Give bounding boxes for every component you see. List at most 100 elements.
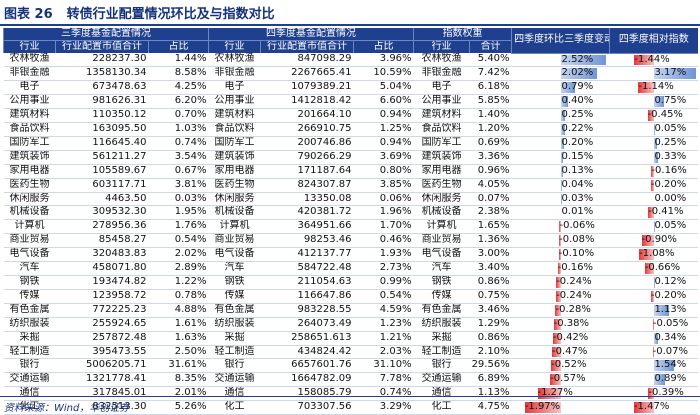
cell-q4-value: 171187.64 [261, 164, 354, 178]
cell-q4-industry: 公用事业 [209, 95, 261, 109]
cell-q4-share: 3.96% [354, 53, 414, 67]
cell-index-total: 4.05% [470, 178, 512, 192]
cell-q3-share: 4.88% [149, 303, 209, 317]
title-divider [0, 24, 700, 26]
cell-q4-value: 158085.79 [261, 387, 354, 401]
cell-q3-share: 0.54% [149, 234, 209, 248]
cell-q4-share: 6.60% [354, 95, 414, 109]
cell-q3-share: 1.95% [149, 206, 209, 220]
cell-q4-industry: 食品饮料 [209, 123, 261, 137]
cell-index-total: 3.40% [470, 262, 512, 276]
qoq-change-label: 0.04% [562, 179, 594, 192]
cell-q4-value: 1079389.21 [261, 81, 354, 95]
rel-index-label: -0.66% [645, 262, 680, 275]
cell-q4-share: 1.21% [354, 331, 414, 345]
rel-index-label: 1.13% [654, 304, 686, 317]
cell-q3-industry: 电气设备 [4, 248, 56, 262]
qoq-change-label: 0.15% [562, 151, 594, 164]
cell-q4-share: 3.69% [354, 150, 414, 164]
cell-index-industry: 纺织服装 [414, 317, 470, 331]
qoq-change-label: 0.13% [562, 165, 594, 178]
cell-index-industry: 家用电器 [414, 164, 470, 178]
cell-q4-share: 0.06% [354, 192, 414, 206]
cell-index-industry: 采掘 [414, 331, 470, 345]
cell-qoq-change: 0.13% [512, 164, 610, 178]
qoq-change-label: 0.03% [562, 193, 594, 206]
cell-q4-industry: 化工 [209, 401, 261, 415]
cell-q4-share: 1.93% [354, 248, 414, 262]
cell-q3-industry: 交通运输 [4, 373, 56, 387]
cell-q4-share: 1.96% [354, 206, 414, 220]
cell-qoq-change: 0.40% [512, 95, 610, 109]
cell-qoq-change: -1.27% [512, 387, 610, 401]
cell-q3-industry: 食品饮料 [4, 123, 56, 137]
cell-q3-value: 5006205.71 [56, 359, 149, 373]
cell-rel-index: 0.05% [610, 123, 698, 137]
cell-q3-value: 603117.71 [56, 178, 149, 192]
cell-q4-value: 200746.86 [261, 136, 354, 150]
header-q3-group: 三季度基金配置情况 [4, 28, 209, 41]
cell-q4-industry: 有色金属 [209, 303, 261, 317]
cell-q3-industry: 钢铁 [4, 275, 56, 289]
cell-q4-share: 0.74% [354, 387, 414, 401]
cell-index-industry: 公用事业 [414, 95, 470, 109]
cell-q3-industry: 采掘 [4, 331, 56, 345]
rel-index-label: 0.00% [654, 193, 686, 206]
cell-q4-industry: 国防军工 [209, 136, 261, 150]
cell-q4-industry: 医药生物 [209, 178, 261, 192]
cell-rel-index: 0.05% [610, 220, 698, 234]
cell-index-total: 3.36% [470, 150, 512, 164]
cell-rel-index: -1.44% [610, 53, 698, 67]
cell-rel-index: 0.75% [610, 95, 698, 109]
rel-index-label: -1.08% [639, 248, 674, 261]
cell-index-industry: 交通运输 [414, 373, 470, 387]
cell-rel-index: -0.41% [610, 206, 698, 220]
cell-q4-industry: 汽车 [209, 262, 261, 276]
cell-index-industry: 非银金融 [414, 67, 470, 81]
cell-index-total: 4.75% [470, 401, 512, 415]
cell-q3-value: 673478.63 [56, 81, 149, 95]
cell-index-industry: 化工 [414, 401, 470, 415]
cell-q4-industry: 建筑材料 [209, 109, 261, 123]
cell-q4-value: 258651.613 [261, 331, 354, 345]
rel-index-label: -0.05% [653, 318, 688, 331]
cell-qoq-change: -0.24% [512, 275, 610, 289]
cell-index-industry: 医药生物 [414, 178, 470, 192]
cell-qoq-change: -0.10% [512, 248, 610, 262]
cell-index-total: 1.65% [470, 220, 512, 234]
qoq-change-label: -0.24% [556, 276, 591, 289]
qoq-change-label: 2.02% [562, 67, 594, 80]
cell-index-total: 0.96% [470, 164, 512, 178]
cell-q4-value: 790266.29 [261, 150, 354, 164]
cell-q3-value: 85458.27 [56, 234, 149, 248]
rel-index-label: 0.12% [654, 276, 686, 289]
cell-q3-value: 1358130.34 [56, 67, 149, 81]
header-q4-industry: 行业 [209, 41, 261, 54]
cell-rel-index: 0.33% [610, 150, 698, 164]
cell-index-industry: 钢铁 [414, 275, 470, 289]
cell-index-total: 1.13% [470, 387, 512, 401]
cell-q3-share: 0.70% [149, 109, 209, 123]
cell-q4-value: 364951.66 [261, 220, 354, 234]
rel-index-label: -1.14% [638, 81, 673, 94]
qoq-change-label: -0.24% [556, 290, 591, 303]
cell-q4-industry: 银行 [209, 359, 261, 373]
cell-rel-index: 3.17% [610, 67, 698, 81]
rel-index-label: -0.41% [648, 206, 683, 219]
cell-rel-index: -0.07% [610, 345, 698, 359]
rel-index-label: 0.25% [654, 137, 686, 150]
cell-q3-industry: 轻工制造 [4, 345, 56, 359]
qoq-change-label: 0.22% [562, 123, 594, 136]
cell-q3-industry: 休闲服务 [4, 192, 56, 206]
cell-rel-index: -1.47% [610, 401, 698, 415]
source-divider [0, 396, 700, 397]
cell-rel-index: -0.66% [610, 262, 698, 276]
header-q3-industry: 行业 [4, 41, 56, 54]
cell-q4-value: 98253.46 [261, 234, 354, 248]
cell-q4-value: 412137.77 [261, 248, 354, 262]
cell-q3-share: 8.35% [149, 373, 209, 387]
cell-qoq-change: -0.52% [512, 359, 610, 373]
